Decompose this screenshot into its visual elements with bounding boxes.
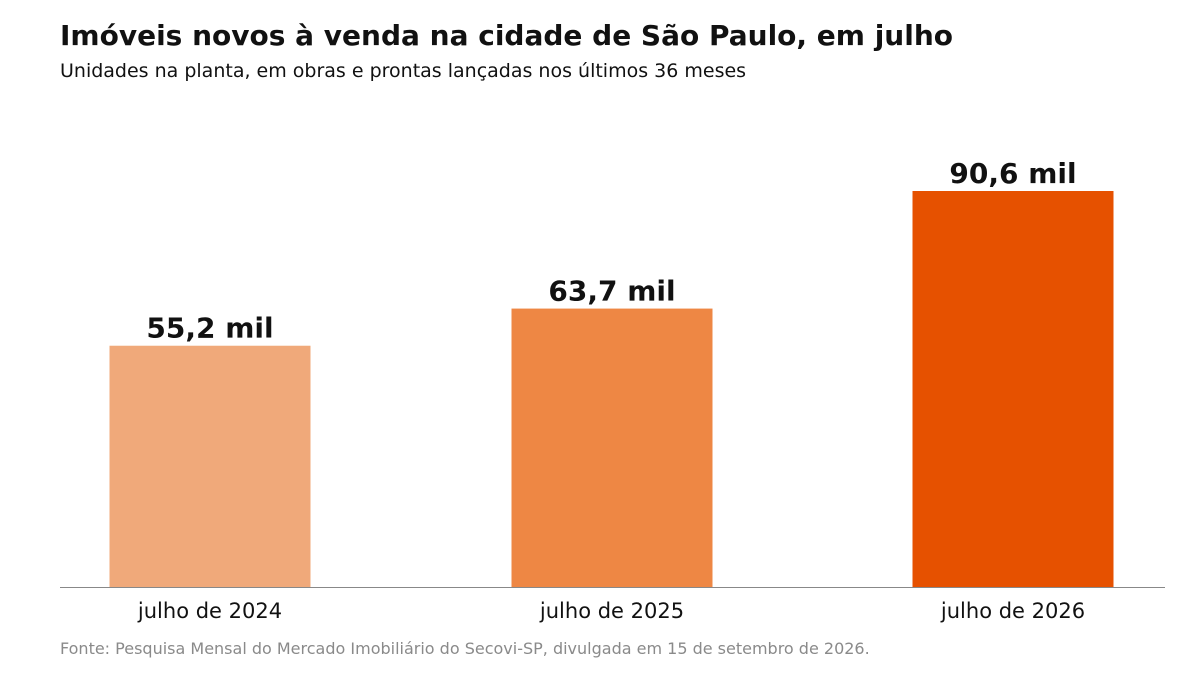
bars-group [109, 191, 1114, 587]
source-note: Fonte: Pesquisa Mensal do Mercado Imobil… [60, 639, 870, 658]
bar-2 [511, 308, 713, 587]
x-tick-label-1: julho de 2024 [137, 599, 282, 623]
x-tick-labels-group: julho de 2024 julho de 2025 julho de 2026 [137, 599, 1085, 623]
bar-value-label-1: 55,2 mil [146, 312, 273, 345]
x-tick-label-3: julho de 2026 [940, 599, 1085, 623]
x-tick-label-2: julho de 2025 [539, 599, 684, 623]
bar-1 [109, 345, 311, 587]
bar-value-label-2: 63,7 mil [548, 275, 675, 308]
chart-title: Imóveis novos à venda na cidade de São P… [60, 19, 954, 52]
bar-value-label-3: 90,6 mil [949, 157, 1076, 190]
chart-subtitle: Unidades na planta, em obras e prontas l… [60, 60, 747, 82]
value-labels-group: 55,2 mil 63,7 mil 90,6 mil [146, 157, 1076, 345]
bar-3 [912, 191, 1114, 587]
